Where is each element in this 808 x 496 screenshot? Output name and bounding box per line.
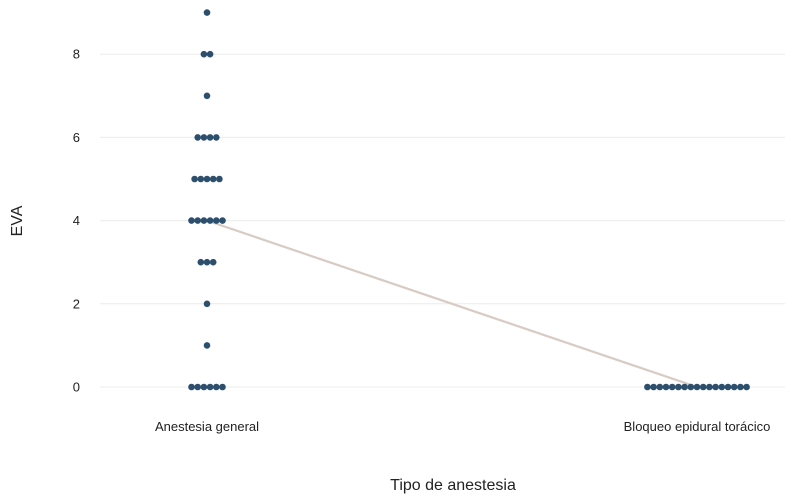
data-point — [197, 175, 205, 183]
data-point — [650, 383, 657, 391]
data-point — [188, 217, 195, 224]
data-point — [216, 175, 223, 183]
data-point — [209, 175, 217, 183]
data-point — [209, 258, 217, 266]
data-point — [203, 92, 211, 100]
median-line — [206, 219, 698, 389]
data-point — [206, 50, 214, 58]
data-point — [203, 175, 211, 183]
y-tick-label: 6 — [73, 130, 80, 145]
data-point — [681, 383, 688, 391]
data-point — [730, 383, 738, 391]
data-point — [675, 383, 682, 391]
data-point — [206, 217, 214, 224]
data-point — [656, 383, 664, 391]
data-point — [200, 50, 208, 58]
data-point — [213, 217, 220, 224]
data-point — [197, 258, 205, 266]
data-point — [213, 134, 220, 141]
data-point — [644, 383, 651, 391]
data-point — [219, 383, 226, 391]
data-point — [743, 383, 750, 391]
data-point — [712, 383, 719, 391]
median-line-layer — [206, 219, 698, 389]
x-tick-label: Anestesia general — [155, 419, 259, 434]
y-tick-label: 4 — [73, 213, 80, 228]
data-point — [718, 383, 726, 391]
x-tick-label: Bloqueo epidural torácico — [624, 419, 771, 434]
data-point — [206, 134, 214, 141]
data-point — [203, 9, 211, 16]
y-tick-label: 2 — [73, 296, 80, 311]
points-layer — [188, 9, 750, 391]
data-point — [200, 134, 208, 141]
data-point — [724, 383, 732, 391]
data-point — [191, 175, 198, 183]
data-point — [706, 383, 713, 391]
data-point — [203, 342, 211, 349]
data-point — [687, 383, 695, 391]
y-tick-label: 8 — [73, 47, 80, 62]
data-point — [699, 383, 707, 391]
data-point — [662, 383, 670, 391]
y-tick-labels: 0 2 4 6 8 — [73, 47, 80, 395]
data-point — [219, 217, 226, 224]
data-point — [737, 383, 744, 391]
data-point — [200, 383, 208, 391]
x-tick-labels: Anestesia general Bloqueo epidural toráci… — [155, 419, 770, 434]
data-point — [200, 217, 208, 224]
data-point — [194, 134, 201, 141]
data-point — [693, 383, 701, 391]
data-point — [203, 258, 211, 266]
data-point — [668, 383, 676, 391]
x-axis-title: Tipo de anestesia — [390, 477, 516, 494]
data-point — [203, 300, 211, 308]
y-axis-title: EVA — [9, 205, 26, 236]
data-point — [188, 383, 195, 391]
data-point — [213, 383, 220, 391]
data-point — [194, 217, 201, 224]
data-point — [194, 383, 201, 391]
y-tick-label: 0 — [73, 380, 80, 395]
data-point — [206, 383, 214, 391]
